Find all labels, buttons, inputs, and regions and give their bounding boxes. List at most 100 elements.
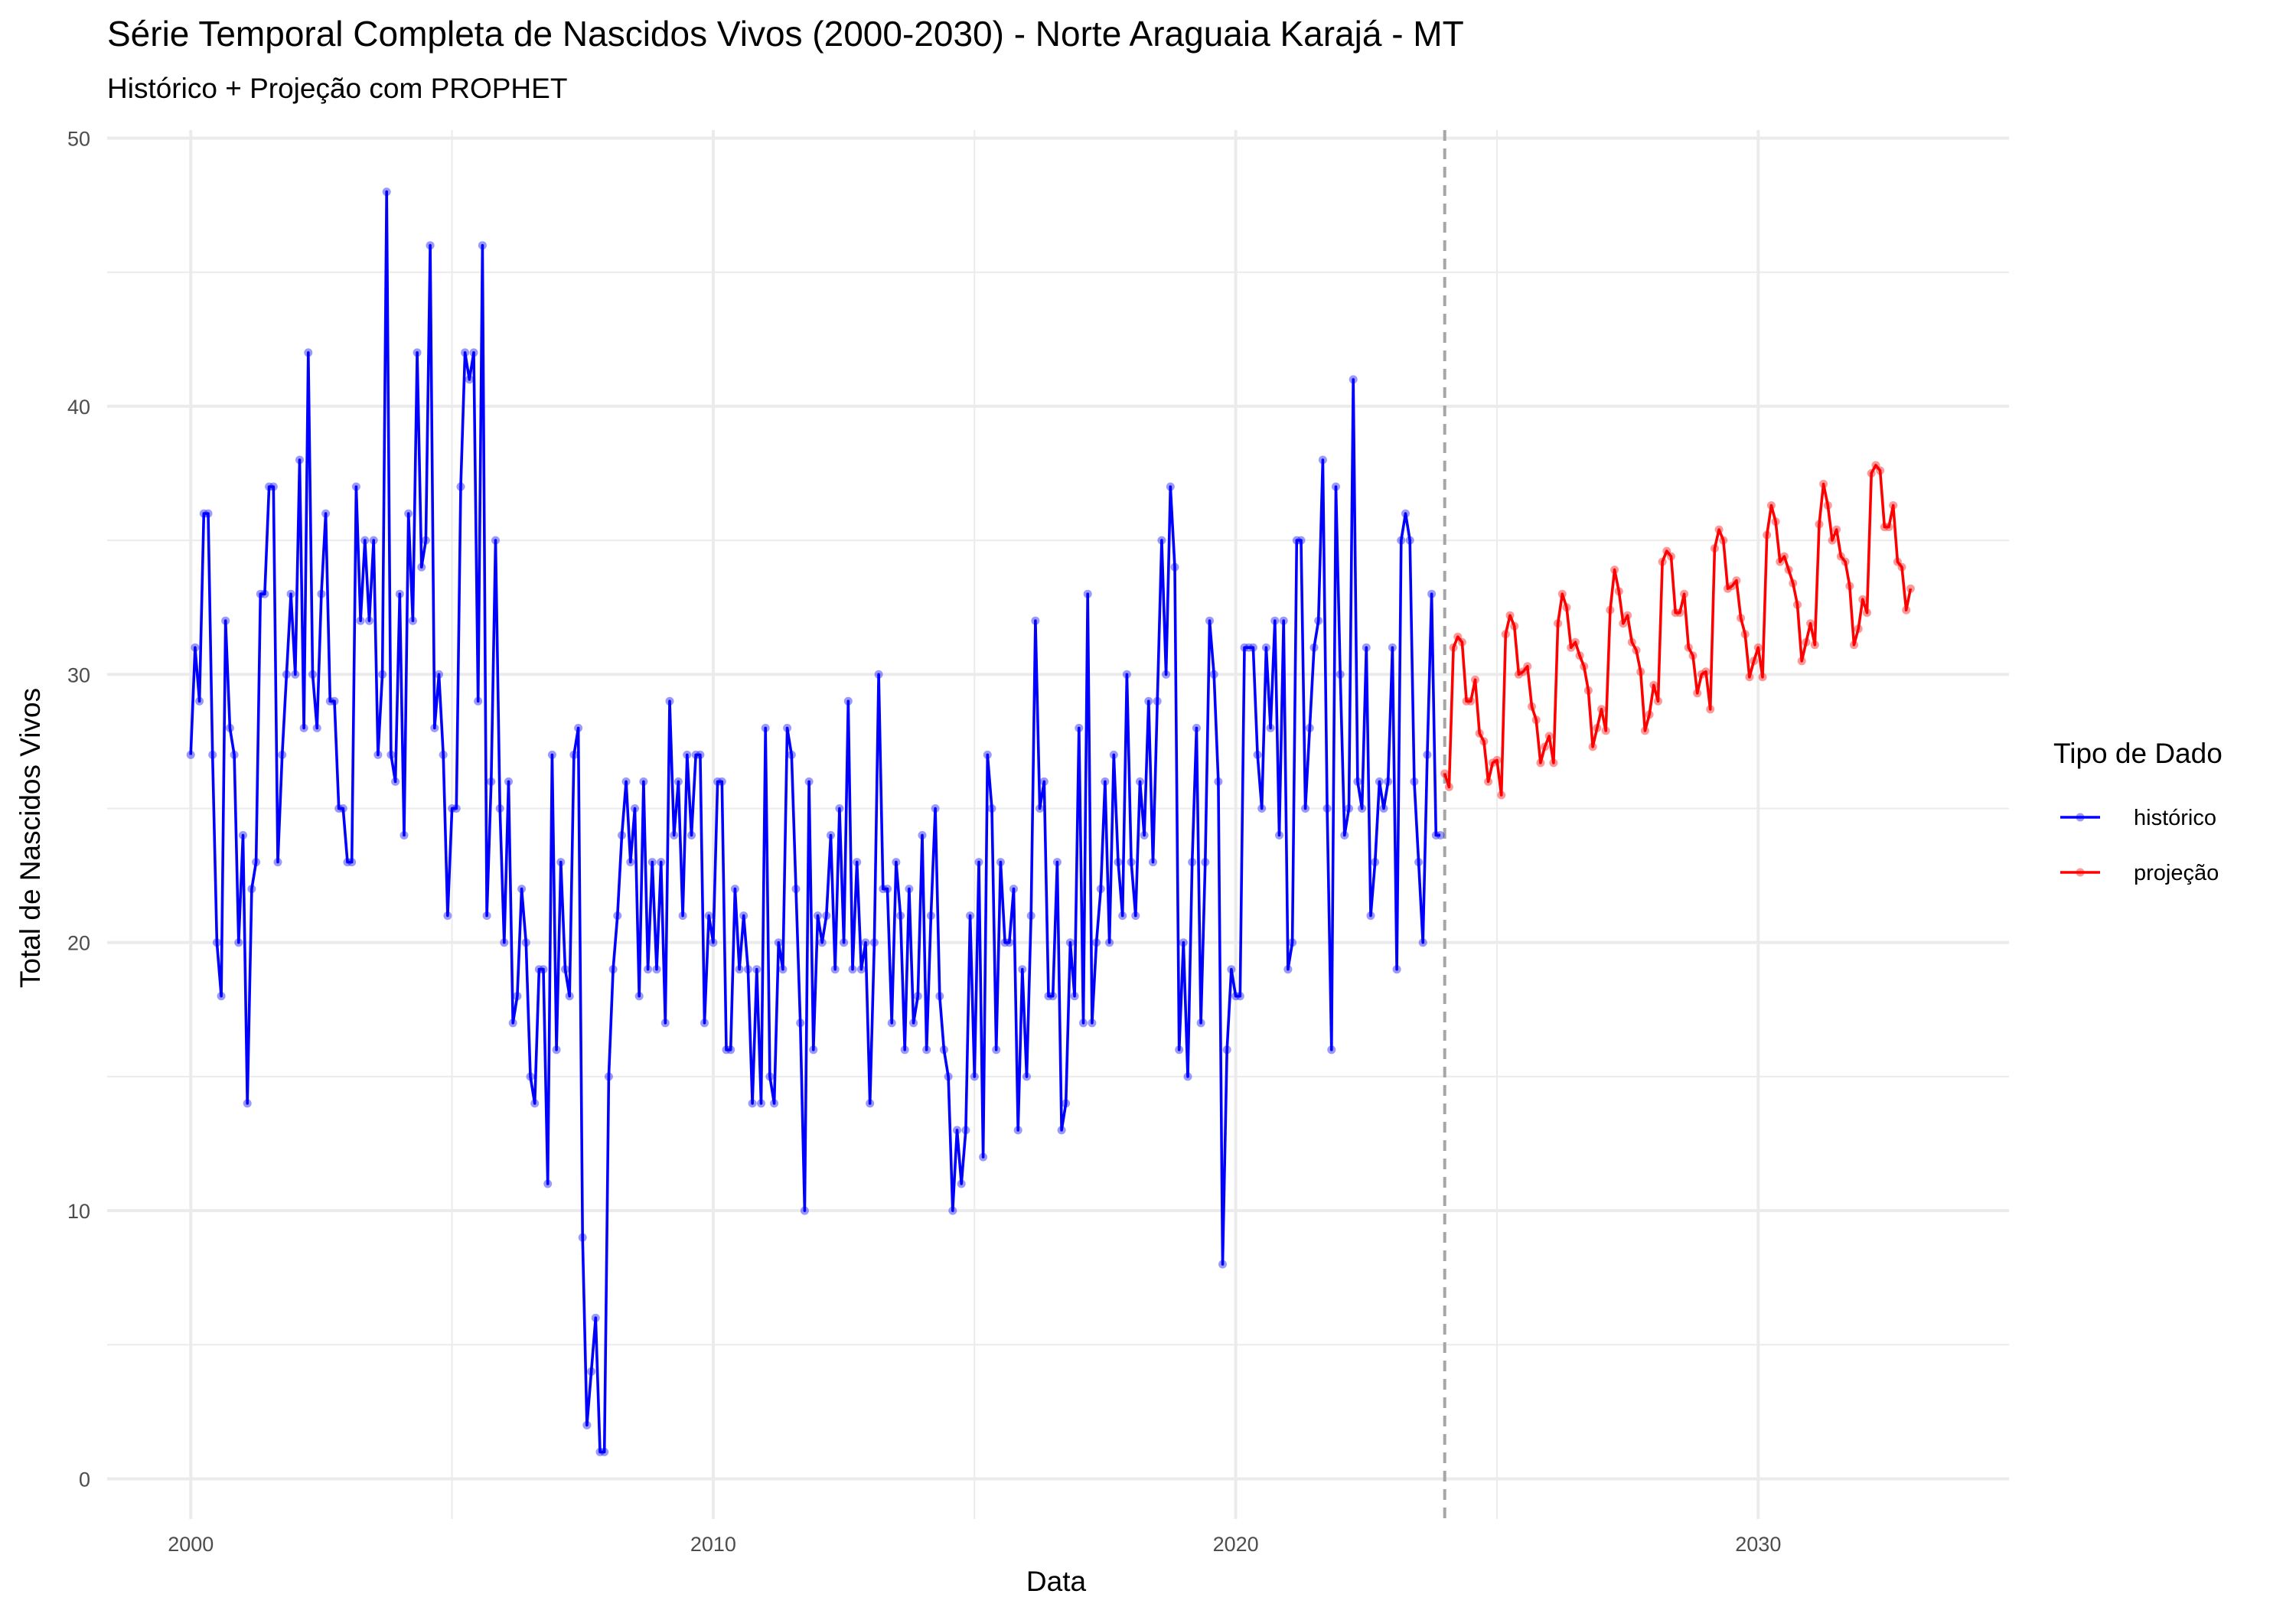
data-point <box>647 858 657 867</box>
data-point <box>1557 589 1567 598</box>
data-point <box>191 643 200 652</box>
data-point <box>508 1019 517 1028</box>
data-point <box>743 965 752 974</box>
data-point <box>856 965 866 974</box>
data-point <box>1235 992 1244 1001</box>
data-point <box>208 750 217 759</box>
data-point <box>1309 643 1319 652</box>
data-point <box>443 911 452 921</box>
data-point <box>926 911 935 921</box>
data-point <box>1505 611 1515 620</box>
data-point <box>604 1072 613 1081</box>
data-point <box>456 482 465 491</box>
data-point <box>1257 804 1267 813</box>
data-point <box>900 1045 909 1054</box>
data-point <box>1240 643 1249 652</box>
data-point <box>299 723 308 732</box>
data-point <box>1710 544 1719 553</box>
data-point <box>1784 566 1793 575</box>
data-point <box>730 885 739 894</box>
data-point <box>1614 587 1623 596</box>
data-point <box>1836 552 1845 561</box>
data-point <box>761 723 770 732</box>
y-axis-title: Total de Nascidos Vivos <box>15 688 46 988</box>
data-point <box>722 1045 731 1054</box>
data-point <box>1052 858 1062 867</box>
data-point <box>521 938 530 947</box>
data-point <box>704 911 713 921</box>
data-point <box>830 965 840 974</box>
data-point <box>1693 689 1702 698</box>
data-point <box>1444 782 1453 791</box>
data-point <box>1619 619 1628 628</box>
data-point <box>1697 670 1706 679</box>
data-point <box>652 965 661 974</box>
data-point <box>613 911 622 921</box>
data-point <box>369 536 378 545</box>
data-point <box>1166 482 1175 491</box>
data-point <box>530 1099 540 1108</box>
data-point <box>1606 605 1615 614</box>
data-point <box>1884 523 1893 532</box>
data-point <box>687 831 696 839</box>
data-point <box>1654 696 1662 706</box>
data-point <box>395 589 404 598</box>
data-point <box>291 670 300 679</box>
data-point <box>312 723 321 732</box>
x-tick-label: 2010 <box>690 1533 736 1556</box>
data-point <box>1601 726 1610 735</box>
data-point <box>217 992 226 1001</box>
data-point <box>887 1019 896 1028</box>
data-point <box>252 858 261 867</box>
data-point <box>1580 662 1589 671</box>
data-point <box>1554 619 1563 628</box>
data-point <box>1449 643 1458 652</box>
data-point <box>939 1045 948 1054</box>
data-point <box>1231 992 1241 1001</box>
data-point <box>404 509 413 518</box>
x-tick-label: 2000 <box>168 1533 214 1556</box>
data-point <box>913 992 922 1001</box>
data-point <box>1906 584 1915 593</box>
data-point <box>1022 1072 1031 1081</box>
data-point <box>660 1019 670 1028</box>
data-point <box>1902 605 1911 614</box>
data-point <box>556 858 566 867</box>
data-point <box>1009 885 1018 894</box>
data-point <box>1049 992 1058 1001</box>
data-point <box>1101 777 1110 786</box>
data-point <box>1740 630 1750 639</box>
data-point <box>1153 696 1162 706</box>
data-point <box>1680 589 1689 598</box>
data-point <box>626 858 635 867</box>
data-point <box>1544 732 1554 741</box>
data-point <box>452 804 461 813</box>
data-point <box>1209 670 1218 679</box>
grid-major <box>107 130 2009 1519</box>
data-point <box>373 750 383 759</box>
data-point <box>469 348 478 357</box>
data-point <box>1353 777 1362 786</box>
data-point <box>1423 750 1432 759</box>
data-point <box>430 723 439 732</box>
data-point <box>953 1126 961 1135</box>
data-point <box>465 375 474 384</box>
data-point <box>1035 804 1045 813</box>
data-point <box>1127 858 1136 867</box>
data-point <box>286 589 295 598</box>
data-point <box>1070 992 1079 1001</box>
data-point <box>1218 1260 1227 1269</box>
data-point <box>879 885 888 894</box>
data-point <box>1305 723 1314 732</box>
data-point <box>631 804 639 813</box>
legend-key-point <box>2076 813 2085 822</box>
data-point <box>1719 536 1728 545</box>
data-point <box>948 1206 957 1215</box>
data-point <box>1802 637 1811 647</box>
data-point <box>1737 614 1746 623</box>
data-point <box>256 589 265 598</box>
series-lines <box>189 190 1913 1454</box>
data-point <box>1453 632 1463 641</box>
data-point <box>1005 938 1014 947</box>
data-point <box>726 1045 735 1054</box>
